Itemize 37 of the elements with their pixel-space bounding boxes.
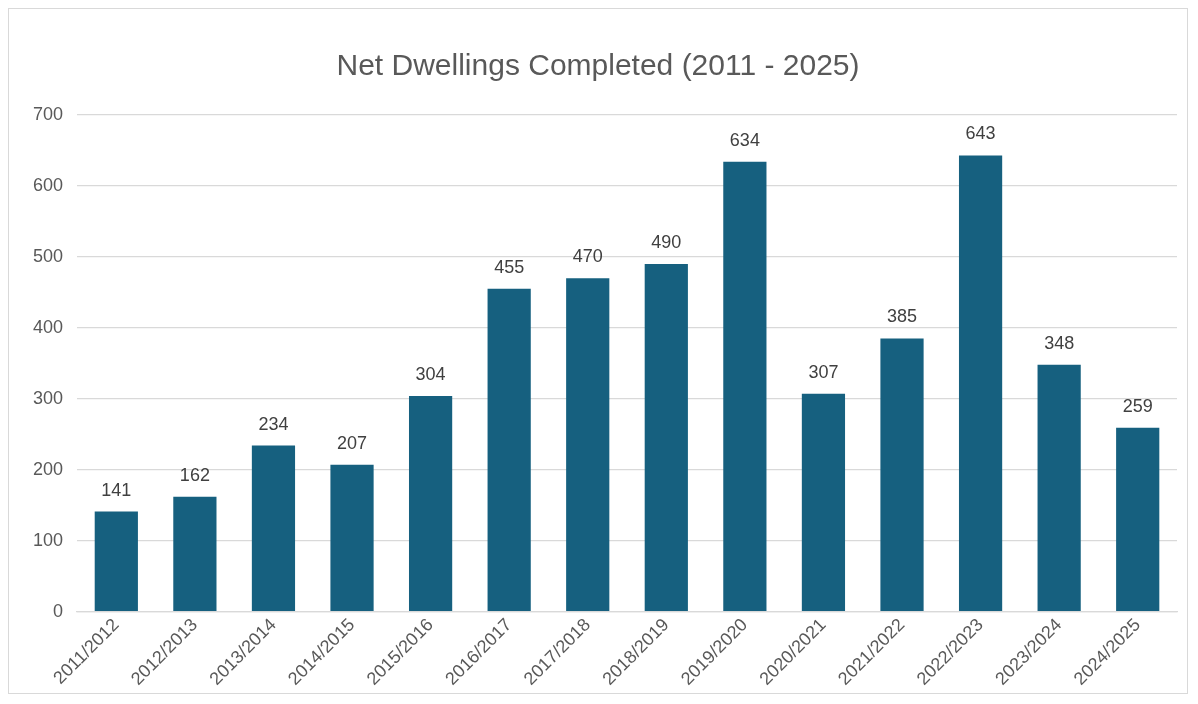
data-label: 634 [729,129,760,150]
data-label: 141 [101,479,132,500]
bar [487,288,531,611]
data-label: 455 [494,256,525,277]
data-label: 307 [808,361,839,382]
y-tick-label: 700 [32,103,64,124]
bar [1037,364,1081,611]
bar [880,338,924,611]
data-label: 304 [415,363,446,384]
data-label: 234 [258,413,289,434]
data-label: 490 [651,231,682,252]
bar [801,393,846,611]
y-tick-label: 100 [32,529,64,550]
data-label: 259 [1122,395,1153,416]
bar [644,263,688,611]
y-tick-label: 600 [32,174,64,195]
bar [330,464,374,611]
data-label: 470 [572,246,603,267]
data-label: 385 [886,306,918,327]
y-tick-label: 0 [53,600,64,621]
bar [408,395,453,611]
bar [723,161,767,611]
y-tick-label: 400 [32,316,64,337]
bar [173,496,217,611]
bar [1116,427,1160,611]
y-tick-label: 200 [32,458,64,479]
data-label: 643 [965,123,996,144]
y-tick-label: 300 [32,387,64,408]
bar [566,278,610,611]
bar [94,511,138,611]
y-tick-label: 500 [32,245,64,266]
bar [251,445,296,611]
chart-title: Net Dwellings Completed (2011 - 2025) [336,48,860,82]
bar [958,155,1003,611]
data-label: 162 [179,464,210,485]
data-label: 348 [1044,332,1075,353]
data-label: 207 [337,432,368,453]
